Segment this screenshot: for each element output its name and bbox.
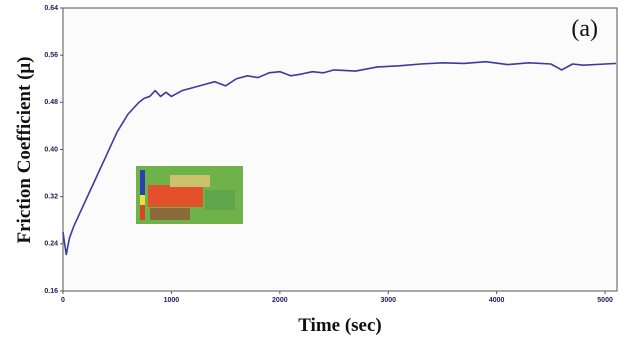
x-tick-label: 0 [61,297,65,304]
x-tick-label: 4000 [489,297,505,304]
inset-region [170,175,210,187]
y-tick-label: 0.48 [44,99,58,106]
y-tick-label: 0.24 [44,241,58,248]
x-tick-label: 2000 [272,297,288,304]
inset-colorbar [140,195,145,205]
inset-colorbar [140,205,145,220]
y-tick-label: 0.56 [44,52,58,59]
y-axis-label: Friction Coefficient (μ) [14,57,35,244]
x-tick-label: 3000 [380,297,396,304]
x-axis-label: Time (sec) [298,315,382,336]
plot-area [63,8,617,291]
inset-region [148,185,203,207]
x-tick-label: 5000 [597,297,613,304]
y-tick-label: 0.40 [44,146,58,153]
chart: (a) Time (sec) Friction Coefficient (μ) … [0,0,623,345]
y-tick-label: 0.16 [44,288,58,295]
x-tick-label: 1000 [164,297,180,304]
y-tick-label: 0.32 [44,194,58,201]
y-tick-label: 0.64 [44,5,58,12]
inset-image [136,166,243,224]
annotation: (a) [571,16,598,42]
inset-region [150,208,190,220]
inset-region [205,190,235,210]
